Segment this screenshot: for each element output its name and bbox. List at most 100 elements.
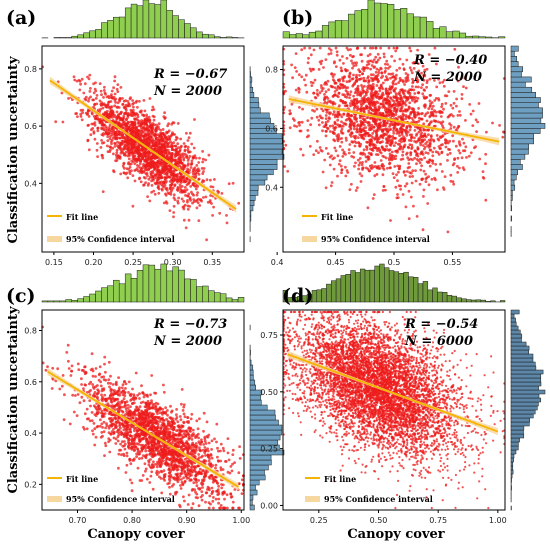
scatter-point: [405, 151, 409, 155]
scatter-point: [452, 90, 456, 93]
scatter-point: [358, 128, 362, 132]
scatter-point: [176, 199, 180, 203]
scatter-point: [342, 62, 345, 65]
scatter-point: [414, 169, 417, 173]
scatter-point: [92, 131, 96, 135]
scatter-point: [159, 129, 163, 132]
scatter-point: [321, 170, 325, 174]
scatter-point: [331, 157, 335, 161]
scatter-point: [192, 200, 196, 204]
scatter-point: [104, 426, 107, 430]
scatter-point: [353, 140, 356, 143]
scatter-point: [379, 125, 383, 128]
scatter-point: [147, 115, 151, 119]
scatter-point: [134, 142, 138, 146]
scatter-point: [397, 184, 401, 188]
scatter-point: [174, 138, 178, 142]
scatter-point: [478, 157, 482, 161]
scatter-point: [105, 144, 109, 148]
scatter-point: [382, 52, 386, 56]
scatter-point: [172, 193, 176, 197]
scatter-point: [231, 453, 235, 456]
scatter-point: [399, 97, 403, 100]
scatter-point: [330, 181, 334, 184]
scatter-point: [73, 78, 77, 82]
scatter-point: [237, 201, 241, 205]
scatter-point: [406, 79, 410, 82]
scatter-point: [303, 78, 306, 82]
scatter-point: [300, 48, 304, 52]
scatter-point: [425, 85, 428, 89]
legend-ci-swatch: [302, 236, 317, 242]
scatter-point: [143, 117, 147, 121]
scatter-point: [114, 101, 117, 104]
scatter-point: [306, 119, 310, 122]
scatter-point: [191, 182, 195, 186]
scatter-point: [114, 97, 118, 101]
scatter-point: [334, 126, 338, 129]
scatter-point: [356, 46, 360, 50]
scatter-point: [175, 413, 178, 417]
scatter-point: [91, 126, 95, 130]
scatter-point: [94, 97, 98, 100]
scatter-point: [456, 171, 460, 174]
scatter-point: [365, 145, 368, 148]
x-tick-label: 0.45: [327, 258, 345, 267]
scatter-point: [463, 149, 467, 153]
scatter-point: [449, 179, 453, 183]
scatter-point: [113, 133, 117, 137]
scatter-point: [404, 131, 408, 134]
histogram-bar: [249, 394, 261, 401]
histogram-bar: [249, 133, 283, 140]
scatter-point: [165, 141, 169, 144]
scatter-point: [447, 90, 451, 93]
scatter-point: [175, 147, 179, 151]
scatter-point: [130, 142, 134, 146]
scatter-point: [173, 184, 177, 188]
scatter-point: [153, 167, 157, 171]
scatter-point: [210, 456, 214, 460]
scatter-point: [167, 122, 171, 126]
scatter-point: [375, 84, 379, 87]
scatter-point: [108, 124, 112, 127]
scatter-point: [93, 137, 97, 141]
scatter-point: [92, 115, 96, 118]
scatter-point: [142, 126, 146, 130]
scatter-point: [132, 152, 135, 155]
scatter-point: [368, 102, 371, 106]
scatter-point: [412, 97, 416, 101]
scatter-point: [341, 101, 345, 105]
histogram-bar: [249, 195, 256, 201]
scatter-point: [147, 182, 151, 185]
scatter-point: [115, 151, 119, 155]
scatter-point: [141, 391, 145, 395]
scatter-point: [312, 153, 316, 157]
scatter-point: [151, 105, 155, 109]
scatter-point: [348, 133, 352, 137]
scatter-point: [113, 92, 117, 96]
scatter-point: [308, 46, 312, 50]
histogram-bar: [249, 169, 274, 176]
scatter-point: [317, 118, 321, 122]
scatter-point: [155, 123, 159, 127]
scatter-point: [101, 190, 105, 194]
scatter-point: [369, 152, 373, 155]
scatter-point: [126, 146, 130, 150]
scatter-point: [341, 77, 345, 81]
scatter-point: [324, 58, 328, 61]
scatter-point: [117, 115, 120, 119]
histogram-bar: [249, 494, 254, 501]
scatter-point: [422, 188, 426, 192]
histogram-bar: [510, 45, 519, 52]
scatter-point: [309, 69, 313, 73]
scatter-point: [465, 156, 468, 159]
scatter-point: [194, 156, 198, 160]
scatter-point: [164, 193, 168, 197]
histogram-bar: [249, 159, 278, 165]
scatter-point: [305, 135, 309, 139]
scatter-point: [195, 206, 199, 210]
scatter-point: [364, 160, 368, 163]
scatter-point: [216, 459, 220, 462]
scatter-point: [202, 196, 205, 199]
histogram-bar: [452, 30, 460, 39]
